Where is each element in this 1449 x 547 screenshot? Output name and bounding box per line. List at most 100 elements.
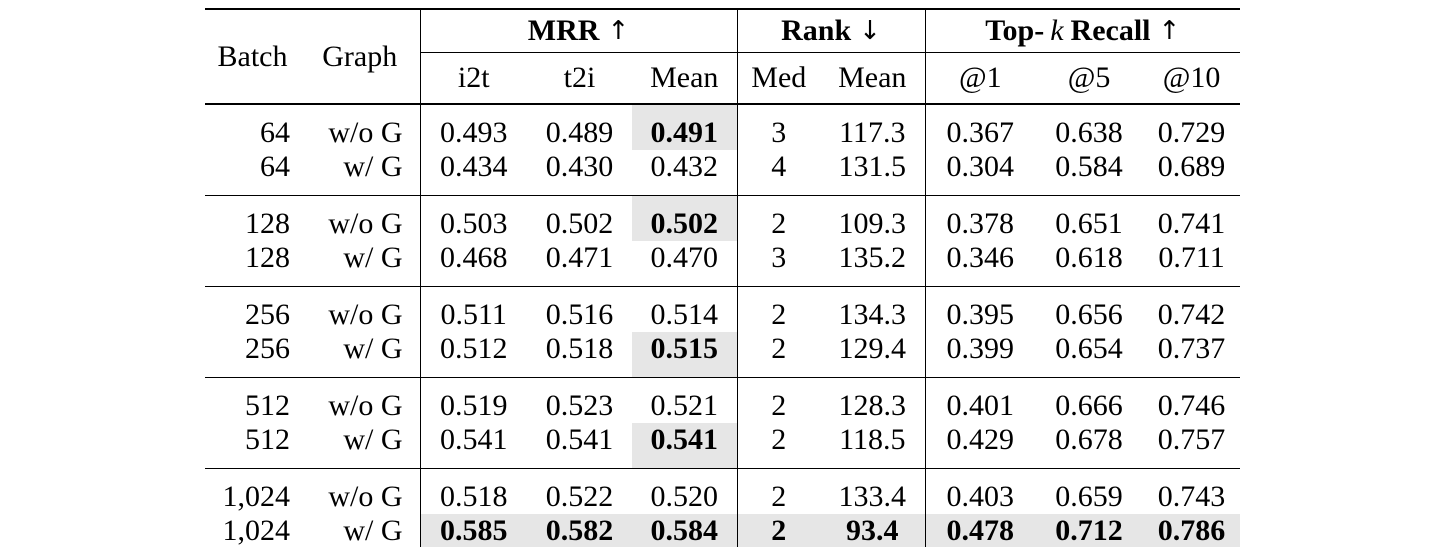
cell-mrr-t2i: 0.523 [527, 377, 632, 423]
cell-mrr-i2t: 0.503 [419, 195, 527, 241]
cell-rank-med: 2 [736, 468, 821, 514]
cell-recall-1: 0.395 [924, 286, 1036, 332]
cell-mrr-t2i: 0.518 [545, 332, 614, 365]
header-topk-prefix: Top- [985, 14, 1045, 47]
cell-rank-med: 2 [736, 195, 821, 241]
cell-mrr-t2i: 0.489 [545, 116, 614, 149]
header-rank: Rank ↓ [736, 8, 926, 53]
cell-rank-med: 2 [736, 332, 821, 378]
cell-rank-mean: 109.3 [820, 195, 926, 241]
cell-batch: 256 [245, 332, 290, 365]
cell-recall-10: 0.746 [1143, 377, 1241, 423]
cell-graph: w/o G [300, 377, 420, 423]
cell-recall-1: 0.346 [924, 241, 1036, 287]
cell-rank-mean: 133.4 [820, 468, 926, 514]
cell-recall-5: 0.666 [1035, 377, 1144, 423]
sub-header-row: i2t t2i Mean Med Mean @1 @5 @10 [205, 52, 1241, 105]
cell-recall-10: 0.711 [1158, 241, 1225, 274]
cell-mrr-t2i: 0.522 [527, 468, 632, 514]
cell-recall-5: 0.651 [1035, 195, 1144, 241]
cell-recall-5: 0.638 [1055, 116, 1123, 149]
cell-graph: w/o G [300, 195, 420, 241]
cell-recall-10: 0.729 [1157, 116, 1226, 149]
subheader-recall-10: @10 [1143, 52, 1241, 105]
cell-mrr-mean: 0.470 [650, 241, 719, 274]
cell-batch: 512 [205, 377, 300, 423]
header-topk-recall: Top-k Recall ↑ [924, 8, 1241, 53]
cell-batch: 256 [205, 286, 300, 332]
header-batch: Batch [205, 8, 300, 105]
cell-graph: w/o G [300, 468, 420, 514]
cell-rank-mean: 129.4 [838, 332, 907, 365]
down-arrow-icon: ↓ [859, 16, 881, 46]
cell-mrr-t2i: 0.502 [527, 195, 632, 241]
cell-batch: 64 [260, 116, 290, 149]
cell-mrr-mean: 0.432 [650, 150, 719, 183]
cell-mrr-i2t: 0.519 [419, 377, 527, 423]
table-row: 512 w/ G 0.541 0.541 0.541 2 118.5 0.429… [205, 423, 1240, 469]
cell-mrr-mean: 0.502 [632, 195, 738, 241]
table-row: 256 w/ G 0.512 0.518 0.515 2 129.4 0.399… [205, 332, 1240, 378]
cell-mrr-t2i: 0.471 [545, 241, 614, 274]
cell-rank-mean: 135.2 [838, 241, 907, 274]
cell-recall-1: 0.378 [924, 195, 1036, 241]
cell-recall-5: 0.584 [1055, 150, 1123, 183]
header-topk-suffix: Recall [1070, 14, 1151, 47]
cell-mrr-t2i: 0.582 [527, 514, 632, 547]
table-row: 512 w/o G 0.519 0.523 0.521 2 128.3 0.40… [205, 377, 1241, 423]
cell-batch: 1,024 [205, 514, 300, 547]
up-arrow-icon: ↑ [607, 16, 630, 46]
subheader-mrr-mean: Mean [632, 52, 738, 105]
cell-mrr-mean: 0.514 [632, 286, 738, 332]
header-topk-k: k [1050, 14, 1064, 47]
subheader-recall-1: @1 [924, 52, 1036, 105]
cell-mrr-i2t: 0.518 [419, 468, 527, 514]
cell-mrr-mean: 0.584 [632, 514, 738, 547]
cell-mrr-i2t: 0.493 [419, 104, 527, 150]
table-row: 64 w/o G 0.493 0.489 0.491 3 117.3 0.367… [205, 104, 1240, 150]
subheader-rank-med: Med [736, 52, 821, 105]
cell-mrr-t2i: 0.541 [545, 423, 614, 456]
cell-graph: w/ G [300, 514, 420, 547]
cell-rank-mean: 134.3 [820, 286, 926, 332]
cell-batch: 128 [245, 241, 290, 274]
cell-recall-5: 0.654 [1055, 332, 1123, 365]
cell-mrr-mean: 0.541 [632, 423, 738, 469]
subheader-i2t: i2t [419, 52, 527, 105]
cell-graph: w/ G [343, 150, 403, 183]
group-header-row: Batch Graph MRR ↑ Rank ↓ Top-k Recall ↑ [205, 8, 1241, 105]
cell-rank-med: 2 [736, 423, 821, 469]
cell-mrr-t2i: 0.430 [545, 150, 614, 183]
header-rank-label: Rank [781, 14, 852, 47]
table-row: 1,024 w/ G 0.585 0.582 0.584 2 93.4 0.47… [205, 514, 1241, 547]
cell-mrr-i2t: 0.434 [419, 150, 527, 196]
table-row: 256 w/o G 0.511 0.516 0.514 2 134.3 0.39… [205, 286, 1241, 332]
cell-mrr-i2t: 0.468 [419, 241, 527, 287]
cell-recall-5: 0.659 [1035, 468, 1144, 514]
cell-recall-1: 0.429 [924, 423, 1036, 469]
cell-rank-mean: 131.5 [838, 150, 907, 183]
cell-recall-5: 0.712 [1035, 514, 1144, 547]
cell-mrr-mean: 0.521 [632, 377, 738, 423]
subheader-t2i: t2i [527, 52, 632, 105]
cell-batch: 1,024 [205, 468, 300, 514]
header-mrr: MRR ↑ [419, 8, 738, 53]
cell-rank-mean: 117.3 [839, 116, 906, 149]
cell-batch: 64 [260, 150, 290, 183]
cell-recall-10: 0.757 [1157, 423, 1226, 456]
table-row: 64 w/ G 0.434 0.430 0.432 4 131.5 0.304 … [205, 150, 1240, 196]
cell-rank-mean: 93.4 [820, 514, 926, 547]
cell-recall-10: 0.689 [1157, 150, 1226, 183]
cell-recall-5: 0.618 [1055, 241, 1123, 274]
cell-rank-med: 2 [736, 514, 821, 547]
cell-graph: w/o G [328, 116, 403, 149]
table-row: 128 w/o G 0.503 0.502 0.502 2 109.3 0.37… [205, 195, 1241, 241]
cell-recall-1: 0.399 [924, 332, 1036, 378]
cell-recall-1: 0.401 [924, 377, 1036, 423]
cell-graph: w/ G [343, 332, 403, 365]
cell-mrr-i2t: 0.585 [419, 514, 527, 547]
cell-recall-10: 0.742 [1143, 286, 1241, 332]
cell-rank-med: 3 [736, 104, 821, 150]
cell-recall-1: 0.304 [924, 150, 1036, 196]
cell-rank-mean: 118.5 [839, 423, 906, 456]
